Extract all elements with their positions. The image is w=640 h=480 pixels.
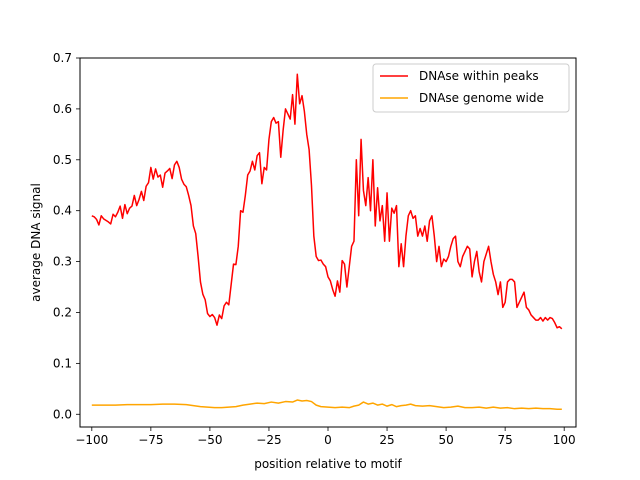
y-tick-label: 0.0	[53, 407, 72, 421]
y-axis: 0.0 0.1 0.2 0.3 0.4 0.5 0.6 0.7	[53, 51, 80, 421]
x-tick-label: 100	[553, 433, 576, 447]
series-line-1	[91, 399, 562, 410]
x-tick-label: −75	[138, 433, 163, 447]
y-tick-label: 0.3	[53, 255, 72, 269]
y-axis-label: average DNA signal	[29, 183, 43, 302]
y-tick-label: 0.2	[53, 305, 72, 319]
x-axis-label: position relative to motif	[254, 457, 402, 471]
series-line-0	[91, 73, 563, 330]
x-axis: −100 −75 −50 −25 0 25 50 75 100	[75, 427, 576, 447]
x-tick-label: 75	[498, 433, 513, 447]
y-tick-label: 0.4	[53, 204, 72, 218]
plot-area	[79, 57, 577, 428]
x-tick-label: −25	[256, 433, 281, 447]
plot-frame	[79, 57, 577, 428]
y-tick-label: 0.5	[53, 153, 72, 167]
x-tick-label: −50	[197, 433, 222, 447]
x-tick-label: −100	[75, 433, 108, 447]
x-tick-label: 50	[438, 433, 453, 447]
x-tick-label: 25	[379, 433, 394, 447]
x-tick-label: 0	[324, 433, 332, 447]
y-tick-label: 0.7	[53, 51, 72, 65]
legend-label-within-peaks: DNAse within peaks	[419, 69, 539, 83]
legend: DNAse within peaks DNAse genome wide	[372, 63, 570, 113]
y-tick-label: 0.1	[53, 356, 72, 370]
legend-box	[372, 63, 570, 113]
series-layer	[91, 73, 563, 410]
legend-label-genome-wide: DNAse genome wide	[419, 91, 544, 105]
y-tick-label: 0.6	[53, 102, 72, 116]
